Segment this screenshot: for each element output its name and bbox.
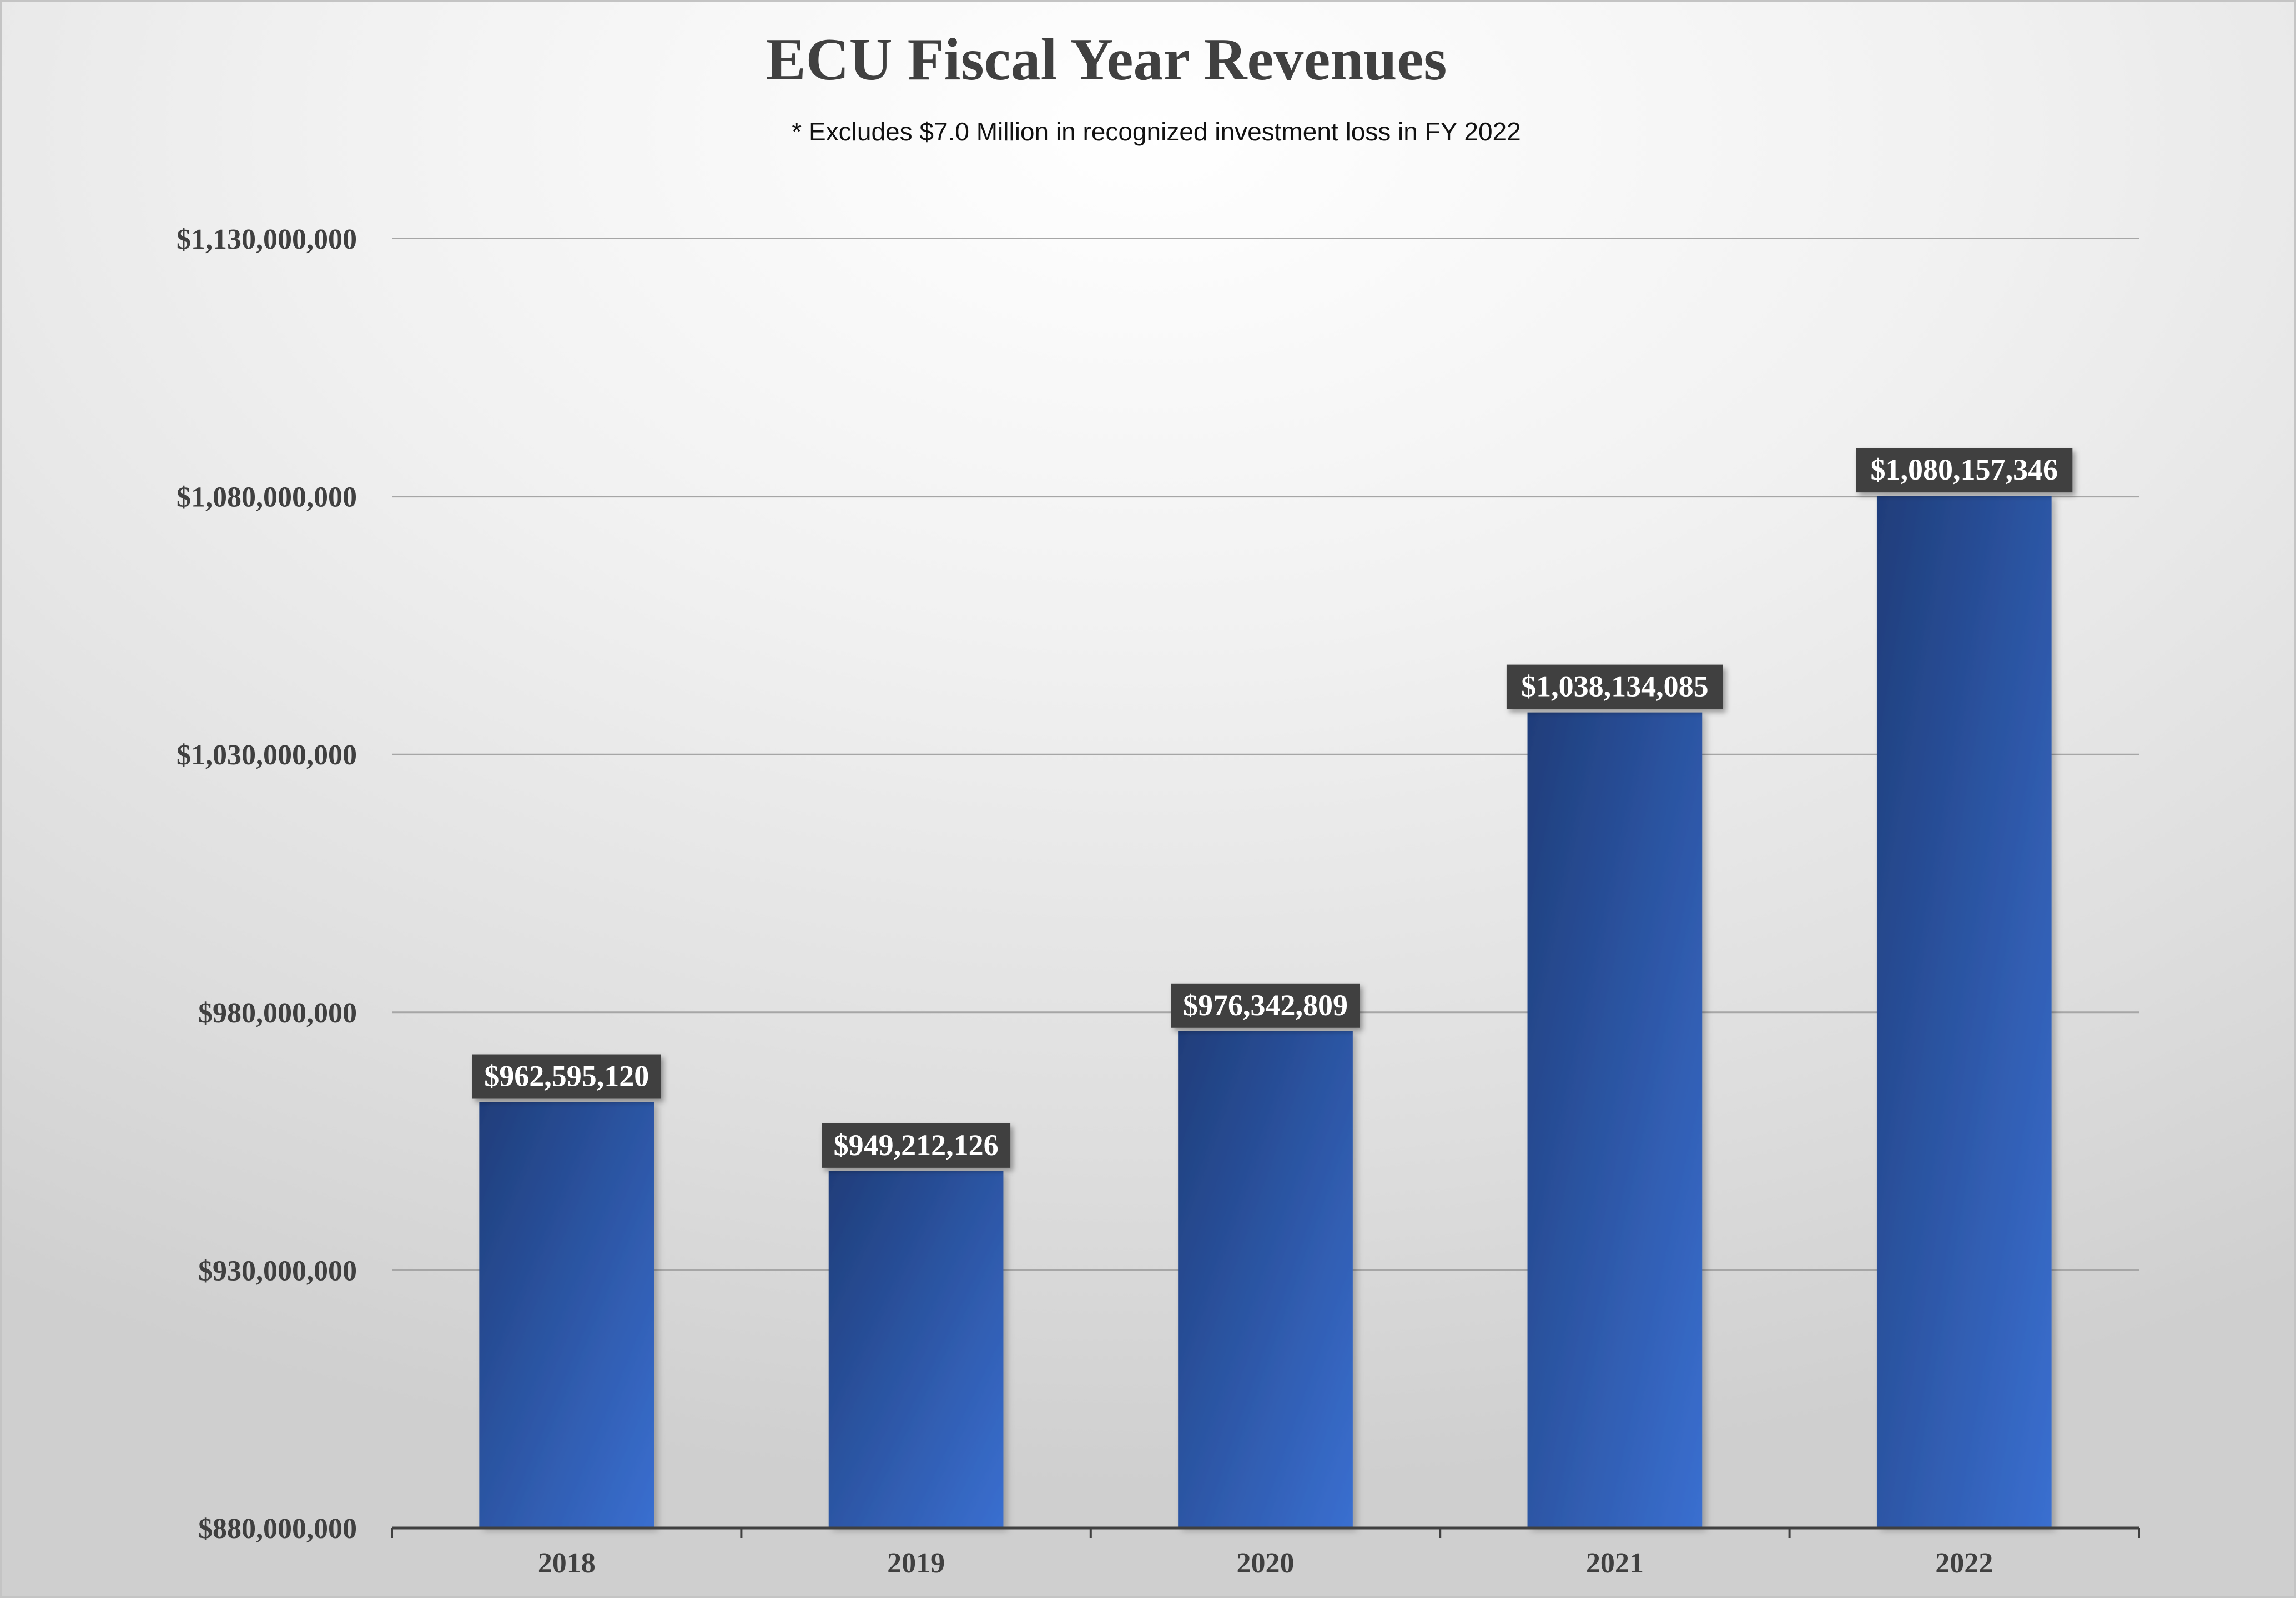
data-label: $949,212,126	[834, 1128, 999, 1162]
data-label: $976,342,809	[1183, 989, 1348, 1022]
data-label: $962,595,120	[484, 1060, 649, 1093]
y-axis-tick-labels: $880,000,000 $930,000,000 $980,000,000 $1,0…	[177, 224, 357, 1545]
data-label-box	[1171, 983, 1360, 1028]
y-tick-label: $980,000,000	[198, 997, 357, 1029]
data-label-box	[822, 1123, 1011, 1168]
chart-subtitle: * Excludes $7.0 Million in recognized in…	[792, 117, 1520, 146]
bar-2021	[1527, 712, 1703, 1528]
bar-2022	[1876, 496, 2052, 1528]
x-tick-label: 2020	[1237, 1547, 1295, 1579]
data-label-box	[472, 1054, 661, 1099]
data-labels: $962,595,120 $949,212,126 $976,342,809 $1,0…	[472, 448, 2073, 1168]
chart-title: ECU Fiscal Year Revenues	[766, 27, 1447, 93]
y-tick-label: $1,030,000,000	[177, 739, 357, 771]
data-label: $1,080,157,346	[1871, 453, 2058, 486]
y-tick-label: $1,080,000,000	[177, 482, 357, 513]
gridlines	[392, 238, 2139, 1271]
bar-2018	[479, 1102, 654, 1528]
bar-2019	[828, 1171, 1004, 1528]
y-tick-label: $930,000,000	[198, 1255, 357, 1287]
data-label: $1,038,134,085	[1521, 670, 1709, 703]
data-label-box	[1856, 448, 2073, 493]
x-tick-label: 2021	[1586, 1547, 1644, 1579]
x-tick-label: 2019	[887, 1547, 945, 1579]
x-axis	[391, 1526, 2140, 1538]
x-tick-label: 2022	[1935, 1547, 1993, 1579]
y-tick-label: $880,000,000	[198, 1513, 357, 1545]
data-label-box	[1506, 664, 1723, 709]
y-tick-label: $1,130,000,000	[177, 224, 357, 255]
bar-2020	[1178, 1031, 1353, 1528]
x-tick-label: 2018	[538, 1547, 596, 1579]
bars	[479, 496, 2052, 1528]
x-axis-tick-labels: 2018 2019 2020 2021 2022	[538, 1547, 1993, 1579]
